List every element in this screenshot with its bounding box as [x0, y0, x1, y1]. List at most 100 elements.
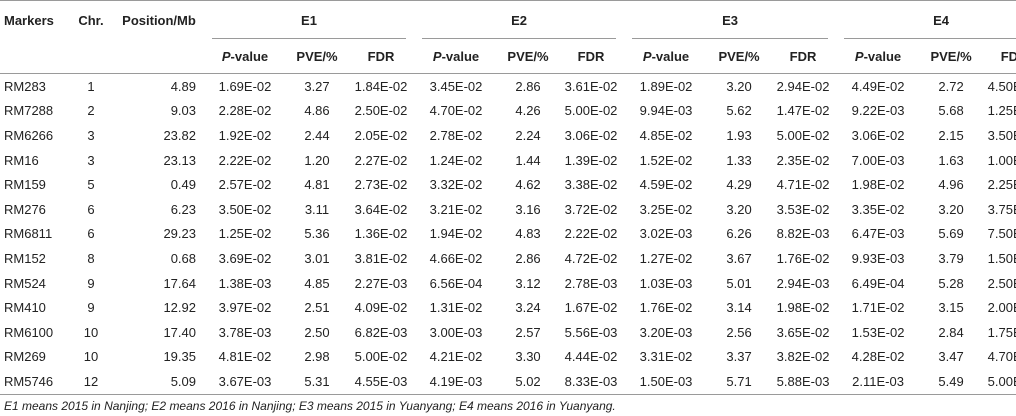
cell-p-value: 3.06E-02 — [851, 127, 905, 143]
header-chr: Chr. — [68, 0, 114, 39]
cell-fdr: 1.36E-02 — [354, 226, 408, 242]
cell-pve: 6.26 — [726, 226, 752, 242]
cell-pve: 2.98 — [304, 349, 330, 365]
cell-fdr: 1.67E-02 — [564, 300, 618, 316]
subheader-p-value: P-value — [204, 39, 286, 74]
cell-fdr: 2.78E-03 — [564, 275, 618, 291]
cell-pve: 4.96 — [938, 177, 964, 193]
cell-position: 23.82 — [163, 127, 196, 143]
cell-p-value: 2.28E-02 — [218, 103, 272, 119]
cell-pve: 2.57 — [515, 324, 541, 340]
cell-p-value: 4.49E-02 — [851, 78, 905, 94]
subheader-pve: PVE/% — [286, 39, 348, 74]
cell-pve: 3.15 — [938, 300, 964, 316]
cell-fdr: 4.50E-02 — [987, 78, 1016, 94]
cell-marker: RM6100 — [4, 324, 54, 340]
cell-fdr: 3.72E-02 — [564, 201, 618, 217]
cell-p-value: 3.35E-02 — [851, 201, 905, 217]
table-footnote: E1 means 2015 in Nanjing; E2 means 2016 … — [4, 399, 616, 413]
cell-marker: RM276 — [4, 201, 46, 217]
cell-p-value: 1.03E-03 — [639, 275, 693, 291]
header-markers: Markers — [0, 0, 68, 39]
cell-fdr: 1.00E-02 — [987, 152, 1016, 168]
cell-chr: 3 — [87, 152, 95, 168]
cell-pve: 2.44 — [304, 127, 330, 143]
cell-p-value: 1.94E-02 — [429, 226, 483, 242]
header-group-e4: E4 — [836, 0, 1016, 39]
cell-marker: RM283 — [4, 78, 46, 94]
header-spacer — [0, 39, 68, 74]
cell-pve: 5.68 — [938, 103, 964, 119]
cell-pve: 2.50 — [304, 324, 330, 340]
cell-pve: 5.49 — [920, 369, 983, 395]
cell-chr: 2 — [87, 103, 95, 119]
cell-position: 0.49 — [170, 177, 196, 193]
table-row: RM16 3 23.13 2.22E-02 1.20 2.27E-02 1.24E-02 1.… — [0, 148, 1016, 173]
cell-p-value: 4.19E-03 — [414, 369, 499, 395]
cell-p-value: 3.20E-03 — [639, 324, 693, 340]
cell-p-value: 3.32E-02 — [429, 177, 483, 193]
table-row: RM159 5 0.49 2.57E-02 4.81 2.73E-02 3.32E-02 4.… — [0, 172, 1016, 197]
cell-p-value: 3.45E-02 — [429, 78, 483, 94]
table-row: RM152 8 0.68 3.69E-02 3.01 3.81E-02 4.66E-02 2.… — [0, 246, 1016, 271]
cell-fdr: 4.70E-02 — [987, 349, 1016, 365]
cell-pve: 5.31 — [286, 369, 348, 395]
cell-fdr: 5.00E-02 — [354, 349, 408, 365]
cell-p-value: 2.78E-02 — [429, 127, 483, 143]
cell-fdr: 3.75E-02 — [987, 201, 1016, 217]
subheader-fdr: FDR — [348, 39, 415, 74]
cell-pve: 5.69 — [938, 226, 964, 242]
cell-pve: 1.63 — [938, 152, 964, 168]
cell-p-value: 3.78E-03 — [218, 324, 272, 340]
cell-pve: 1.44 — [515, 152, 541, 168]
cell-fdr: 5.88E-03 — [770, 369, 837, 395]
cell-pve: 5.01 — [726, 275, 752, 291]
cell-fdr: 3.61E-02 — [564, 78, 618, 94]
cell-p-value: 1.76E-02 — [639, 300, 693, 316]
cell-chr: 1 — [87, 78, 95, 94]
cell-pve: 4.26 — [515, 103, 541, 119]
cell-p-value: 6.56E-04 — [429, 275, 483, 291]
cell-pve: 1.33 — [726, 152, 752, 168]
cell-p-value: 3.31E-02 — [639, 349, 693, 365]
cell-pve: 5.62 — [726, 103, 752, 119]
cell-marker: RM6811 — [4, 226, 53, 242]
cell-p-value: 3.97E-02 — [218, 300, 272, 316]
cell-fdr: 1.25E-02 — [987, 103, 1016, 119]
cell-fdr: 3.82E-02 — [776, 349, 830, 365]
cell-fdr: 5.56E-03 — [564, 324, 618, 340]
cell-fdr: 4.44E-02 — [564, 349, 618, 365]
cell-p-value: 1.38E-03 — [218, 275, 272, 291]
p-italic: P — [642, 48, 652, 64]
table-header: Markers Chr. Position/Mb E1 E2 E3 E4 P-v… — [0, 0, 1016, 74]
cell-position: 29.23 — [163, 226, 196, 242]
cell-p-value: 6.47E-03 — [851, 226, 905, 242]
cell-fdr: 2.50E-03 — [987, 275, 1016, 291]
cell-marker: RM5746 — [0, 369, 68, 395]
cell-fdr: 5.00E-02 — [776, 127, 830, 143]
cell-fdr: 1.76E-02 — [776, 250, 830, 266]
subheader-pve: PVE/% — [920, 39, 983, 74]
cell-pve: 3.16 — [515, 201, 541, 217]
subheader-fdr: FDR — [982, 39, 1016, 74]
cell-position: 9.03 — [170, 103, 196, 119]
cell-pve: 2.84 — [938, 324, 964, 340]
cell-pve: 2.72 — [938, 78, 964, 94]
cell-pve: 5.28 — [938, 275, 964, 291]
cell-pve: 2.24 — [515, 127, 541, 143]
cell-p-value: 4.59E-02 — [639, 177, 693, 193]
cell-p-value: 6.49E-04 — [851, 275, 905, 291]
cell-position: 0.68 — [170, 250, 196, 266]
cell-pve: 2.15 — [938, 127, 964, 143]
cell-pve: 3.37 — [726, 349, 752, 365]
table-row: RM5746 12 5.09 3.67E-03 5.31 4.55E-03 4.19E-03… — [0, 369, 1016, 395]
cell-pve: 5.36 — [304, 226, 330, 242]
cell-chr: 12 — [68, 369, 114, 395]
cell-p-value: 4.81E-02 — [218, 349, 272, 365]
cell-marker: RM6266 — [4, 127, 54, 143]
cell-position: 23.13 — [163, 152, 196, 168]
table-row: RM6100 10 17.40 3.78E-03 2.50 6.82E-03 3.00E-0… — [0, 320, 1016, 345]
cell-fdr: 1.75E-02 — [987, 324, 1016, 340]
cell-fdr: 6.82E-03 — [354, 324, 408, 340]
group-label: E3 — [722, 12, 738, 28]
